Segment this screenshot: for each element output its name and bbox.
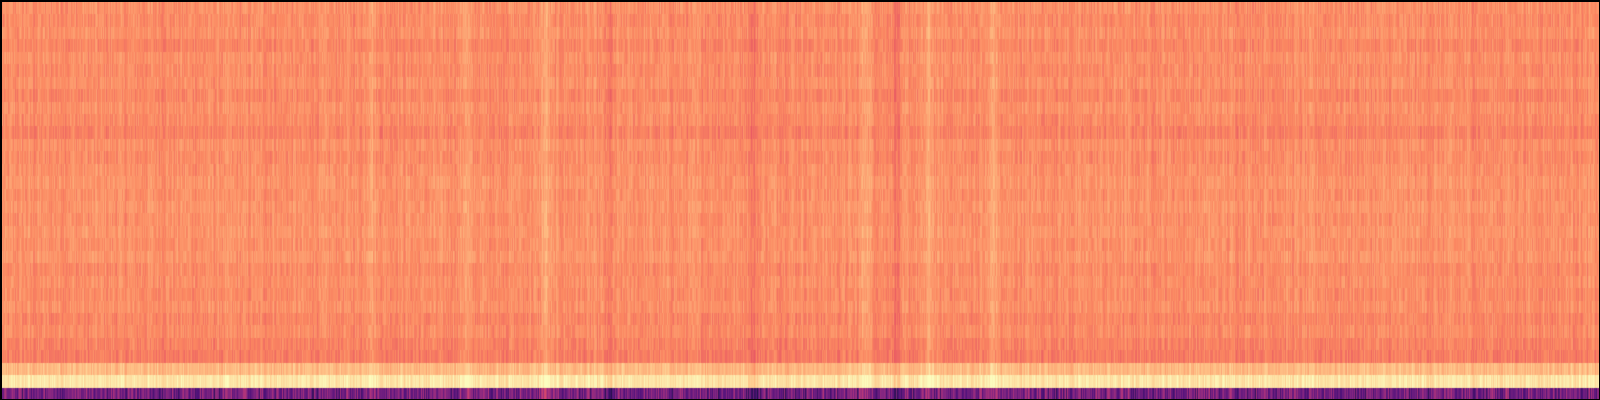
heatmap-image bbox=[2, 2, 1599, 399]
spectrogram-plot bbox=[0, 0, 1600, 400]
